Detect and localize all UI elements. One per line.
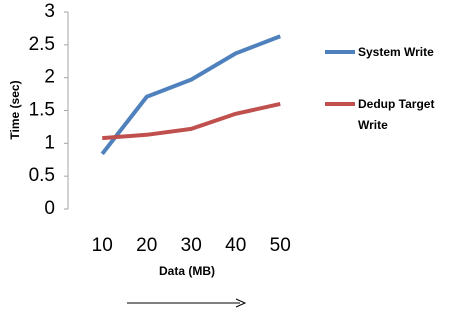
series-line bbox=[102, 101, 281, 141]
y-tick-label: 3 bbox=[44, 1, 55, 22]
y-tick-label: 0 bbox=[44, 198, 55, 219]
x-tick-label: 30 bbox=[181, 235, 202, 256]
series-line bbox=[100, 34, 281, 156]
legend-label: Dedup Target Write bbox=[358, 97, 435, 132]
x-tick-label: 50 bbox=[270, 235, 291, 256]
legend-label: System Write bbox=[358, 45, 434, 59]
y-tick-label: 1.5 bbox=[29, 100, 55, 121]
x-axis-title: Data (MB) bbox=[159, 264, 215, 278]
y-tick-label: 0.5 bbox=[29, 165, 55, 186]
y-tick-label: 2.5 bbox=[29, 34, 55, 55]
x-tick-label: 10 bbox=[92, 235, 113, 256]
y-axis-title: Time (sec) bbox=[8, 80, 22, 139]
x-tick-label: 20 bbox=[136, 235, 157, 256]
y-tick-label: 1 bbox=[44, 132, 55, 153]
x-tick-label: 40 bbox=[225, 235, 246, 256]
arrow-head bbox=[235, 298, 247, 308]
y-tick-label: 2 bbox=[44, 67, 55, 88]
